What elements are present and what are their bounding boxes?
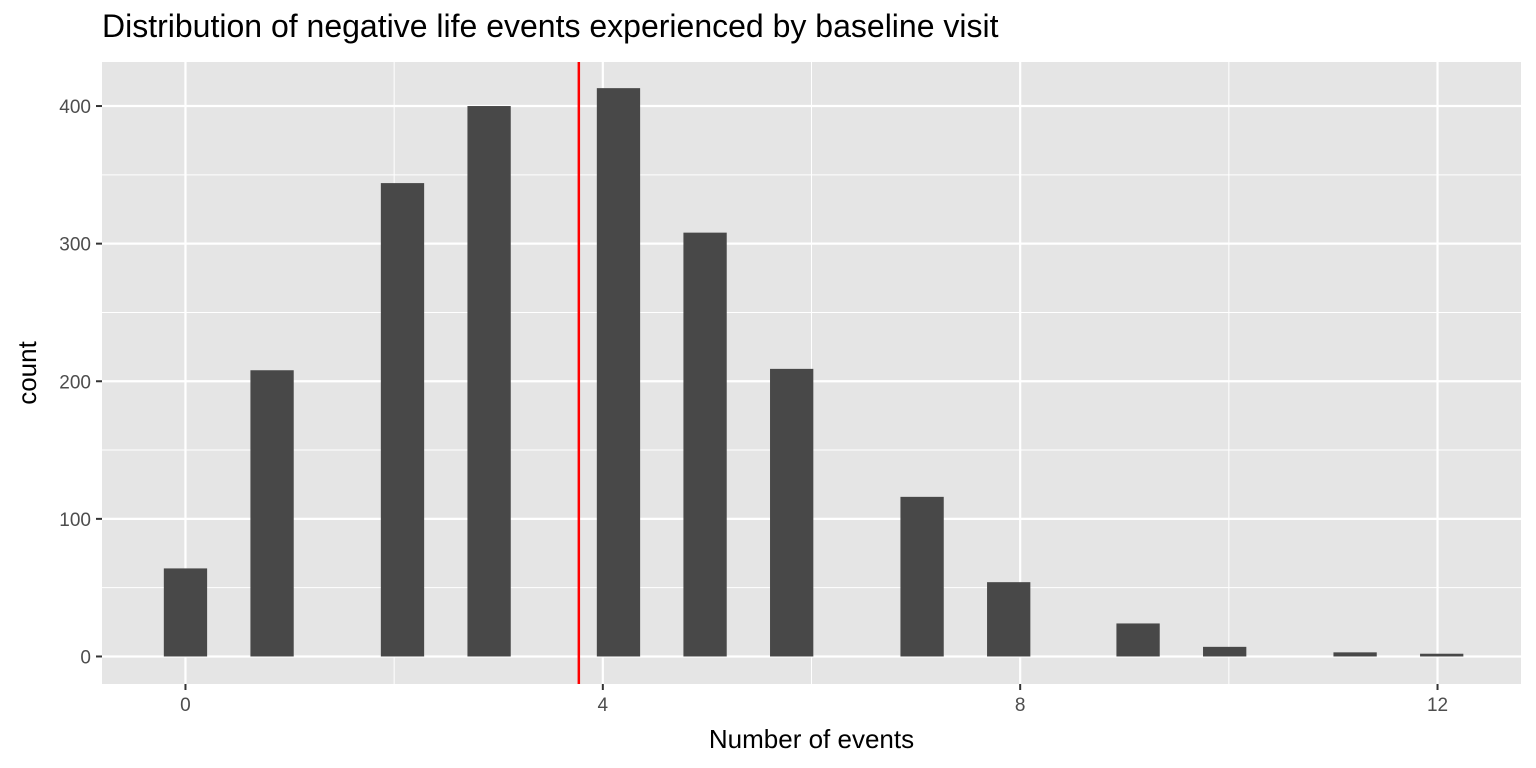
x-tick-label: 0 [180,695,191,716]
bar [596,88,641,657]
bar [467,106,511,657]
bar [380,183,425,657]
bars [163,88,1464,657]
y-axis-ticks: 0 100 200 300 400 [59,97,102,668]
bar [250,370,294,657]
bar [1203,646,1247,657]
x-tick-label: 4 [598,695,609,716]
bar [900,496,944,657]
x-axis-ticks: 0 4 8 12 [180,684,1448,716]
y-tick-label: 100 [59,510,91,531]
chart-title: Distribution of negative life events exp… [102,8,999,44]
bar [987,582,1031,657]
bar [1420,653,1464,657]
y-tick-label: 200 [59,372,91,393]
bar [1116,623,1160,657]
bar [683,232,727,657]
y-tick-label: 300 [59,235,91,256]
bar [1333,652,1377,657]
y-axis-title: count [12,340,42,404]
bar [163,568,208,657]
bar [770,368,814,657]
x-axis-title: Number of events [709,724,914,754]
x-tick-label: 12 [1427,695,1448,716]
y-tick-label: 0 [80,647,91,668]
x-tick-label: 8 [1015,695,1026,716]
y-tick-label: 400 [59,97,91,118]
